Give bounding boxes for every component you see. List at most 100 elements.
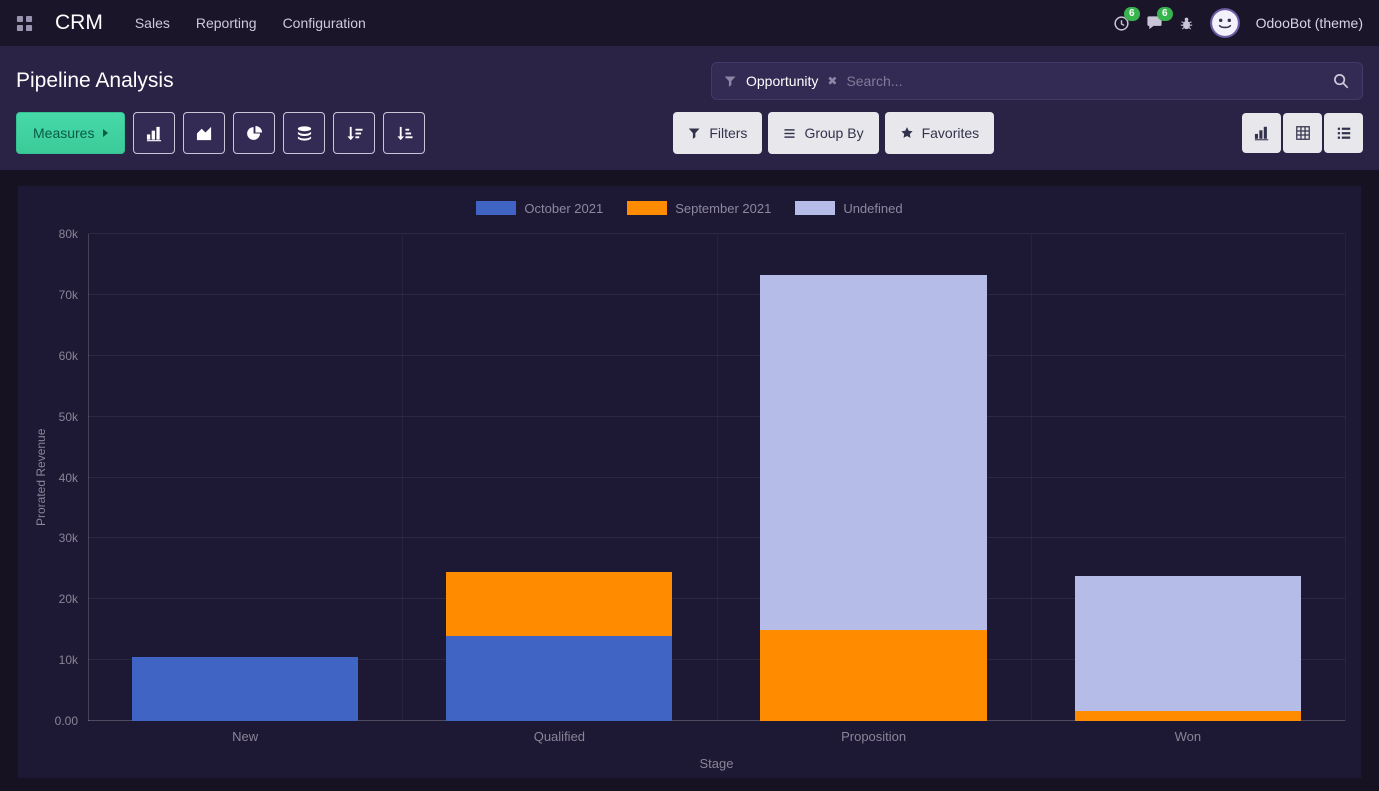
- legend-swatch: [795, 201, 836, 215]
- user-name[interactable]: OdooBot (theme): [1255, 15, 1363, 31]
- graph-toolbar: Measures: [16, 112, 426, 154]
- activities-icon[interactable]: 6: [1113, 6, 1140, 32]
- y-tick-label: 60k: [58, 348, 78, 363]
- stacked-toggle-button[interactable]: [283, 112, 326, 154]
- gridline-v: [1345, 234, 1346, 721]
- gridline-v: [716, 234, 718, 721]
- messages-badge: 6: [1157, 6, 1173, 21]
- search-options: Filters Group By Favorites: [673, 112, 995, 154]
- legend-item[interactable]: October 2021: [476, 201, 603, 216]
- bar-proposition: [760, 234, 987, 721]
- x-tick-label: Proposition: [841, 729, 907, 744]
- bars-layer: [88, 234, 1345, 721]
- y-tick-label: 40k: [58, 470, 78, 485]
- y-tick-label: 70k: [58, 287, 78, 302]
- search-facet-label: Opportunity: [746, 73, 819, 89]
- navbar-systray: 6 6 OdooBot (theme): [1113, 6, 1363, 38]
- gridline-h: [88, 233, 1345, 234]
- gridline-v: [88, 234, 89, 721]
- x-tick-label: Won: [1174, 729, 1202, 744]
- view-switcher: [1242, 113, 1363, 153]
- legend-swatch: [476, 201, 517, 215]
- favorites-button[interactable]: Favorites: [884, 112, 995, 154]
- bar-chart-button[interactable]: [133, 112, 176, 154]
- apps-menu-icon[interactable]: [16, 15, 33, 32]
- measures-label: Measures: [33, 125, 95, 141]
- line-chart-button[interactable]: [183, 112, 226, 154]
- x-tick-label: Qualified: [533, 729, 586, 744]
- bar-segment-september-2021[interactable]: [446, 571, 673, 636]
- avatar[interactable]: [1209, 8, 1240, 38]
- gridline-h: [88, 659, 1345, 661]
- pivot-view-button[interactable]: [1283, 113, 1322, 153]
- nav-item-sales[interactable]: Sales: [134, 15, 170, 31]
- nav-item-reporting[interactable]: Reporting: [195, 15, 257, 31]
- group-by-label: Group By: [804, 125, 864, 141]
- legend-label: September 2021: [675, 200, 772, 216]
- search-input[interactable]: [846, 73, 1324, 89]
- chart-panel: October 2021 September 2021 Undefined Pror…: [18, 186, 1361, 778]
- nav-item-configuration[interactable]: Configuration: [282, 15, 366, 31]
- category-slot: [402, 234, 716, 721]
- funnel-icon: [688, 127, 701, 140]
- bar-segment-undefined[interactable]: [1074, 575, 1301, 712]
- y-tick-label: 20k: [58, 592, 78, 607]
- navbar: CRM Sales Reporting Configuration 6 6: [0, 0, 1379, 46]
- y-tick-label: 50k: [58, 409, 78, 424]
- gridline-h: [88, 476, 1345, 478]
- plot-area: 80k 70k 60k 50k 40k 30k 20k 10k 0.00: [55, 227, 1346, 728]
- measures-button[interactable]: Measures: [16, 112, 126, 154]
- bar-segment-september-2021[interactable]: [1074, 711, 1301, 721]
- x-tick-label: New: [232, 729, 259, 744]
- group-by-icon: [783, 127, 796, 140]
- control-panel: Pipeline Analysis Opportunity ✖ Measures: [0, 46, 1379, 170]
- x-axis-labels: New Qualified Proposition Won: [88, 729, 1345, 744]
- sort-descending-button[interactable]: [383, 112, 426, 154]
- chart-legend: October 2021 September 2021 Undefined: [18, 200, 1361, 216]
- gridline-v: [402, 234, 404, 721]
- legend-label: Undefined: [843, 200, 903, 216]
- graph-view-button[interactable]: [1242, 113, 1281, 153]
- y-axis-title: Prorated Revenue: [34, 428, 48, 527]
- group-by-button[interactable]: Group By: [768, 112, 879, 154]
- nav-menu: Sales Reporting Configuration: [135, 15, 366, 31]
- star-icon: [900, 126, 914, 140]
- bug-icon[interactable]: [1179, 16, 1194, 31]
- list-view-button[interactable]: [1324, 113, 1363, 153]
- y-tick-label: 0.00: [54, 714, 78, 728]
- legend-swatch: [627, 201, 668, 215]
- bar-segment-october-2021[interactable]: [131, 657, 359, 721]
- gridline-h: [88, 598, 1345, 600]
- bar-segment-october-2021[interactable]: [446, 635, 673, 721]
- activities-badge: 6: [1124, 6, 1140, 21]
- legend-item[interactable]: September 2021: [627, 201, 771, 216]
- gridline-v: [1030, 234, 1032, 721]
- filters-label: Filters: [709, 125, 748, 141]
- facet-remove-icon[interactable]: ✖: [827, 74, 838, 88]
- category-slot: [1031, 234, 1345, 721]
- filters-button[interactable]: Filters: [673, 112, 763, 154]
- page-title: Pipeline Analysis: [16, 69, 174, 92]
- gridline-h: [88, 354, 1345, 356]
- search-icon[interactable]: [1333, 73, 1350, 90]
- bar-segment-undefined[interactable]: [760, 275, 987, 630]
- legend-item[interactable]: Undefined: [795, 200, 903, 216]
- app-name[interactable]: CRM: [55, 11, 103, 34]
- pie-chart-button[interactable]: [233, 112, 276, 154]
- sort-ascending-button[interactable]: [333, 112, 376, 154]
- x-axis-title: Stage: [699, 756, 734, 771]
- category-slot: [88, 234, 402, 721]
- favorites-label: Favorites: [921, 125, 980, 141]
- gridline-h: [88, 415, 1345, 417]
- messages-icon[interactable]: 6: [1146, 6, 1173, 32]
- y-tick-label: 80k: [58, 227, 78, 241]
- bar-qualified: [446, 234, 673, 721]
- gridline-h: [88, 720, 1345, 721]
- category-slot: [717, 234, 1031, 721]
- bar-won: [1074, 234, 1301, 721]
- caret-right-icon: [103, 129, 109, 137]
- gridline-h: [88, 537, 1345, 539]
- bar-segment-september-2021[interactable]: [760, 629, 987, 721]
- y-tick-label: 10k: [58, 653, 78, 668]
- search-bar[interactable]: Opportunity ✖: [711, 62, 1363, 100]
